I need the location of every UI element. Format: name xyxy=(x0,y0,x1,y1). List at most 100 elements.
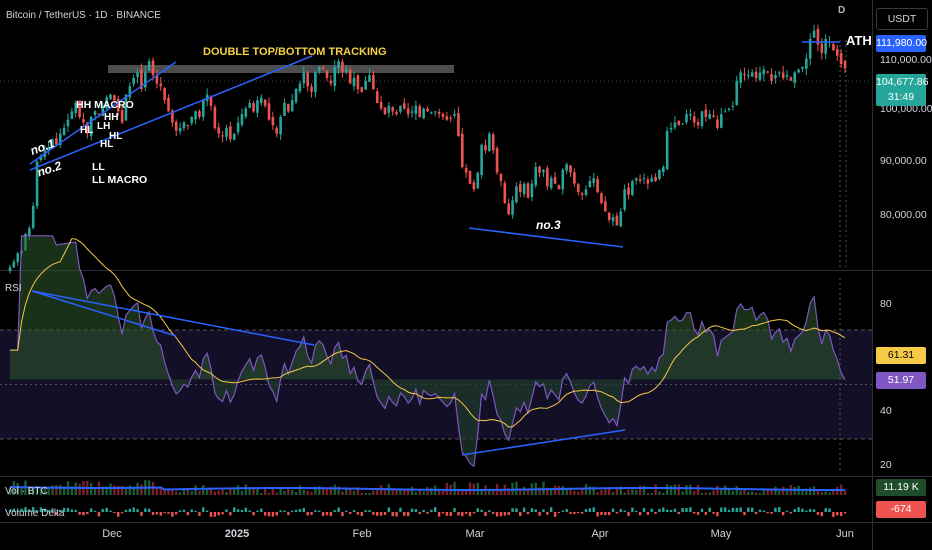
candle-body xyxy=(681,123,684,125)
delta-bar xyxy=(283,510,286,512)
delta-bar xyxy=(561,510,565,512)
candle-body xyxy=(256,100,259,113)
candle-body xyxy=(631,180,634,196)
candle-body xyxy=(31,205,35,229)
candle-body xyxy=(267,103,271,120)
candle-body xyxy=(507,203,510,215)
delta-bar xyxy=(167,512,170,514)
volume-bar xyxy=(310,492,313,495)
candle-body xyxy=(410,111,414,113)
volume-bar xyxy=(136,482,139,495)
x-axis-label: Mar xyxy=(465,528,485,540)
delta-bar xyxy=(70,509,74,512)
delta-bar xyxy=(797,507,800,512)
volume-bar xyxy=(202,485,205,495)
candle-body xyxy=(314,72,317,93)
candle-body xyxy=(449,117,452,119)
candle-body xyxy=(16,253,20,262)
candle-body xyxy=(337,61,340,68)
volume-bar xyxy=(43,486,46,495)
volume-delta-label[interactable]: Volume Delta xyxy=(5,508,65,519)
volume-bar xyxy=(592,486,595,495)
price-scale-label: 110,000.00 xyxy=(880,54,932,66)
delta-bar xyxy=(379,512,383,516)
volume-bar xyxy=(190,490,193,495)
delta-bar xyxy=(550,507,553,512)
volume-bar xyxy=(78,483,81,495)
volume-ma-line xyxy=(9,486,846,492)
delta-bar xyxy=(198,512,201,516)
currency-selector[interactable]: USDT xyxy=(876,8,928,30)
candle-body xyxy=(534,167,538,186)
delta-bar xyxy=(430,509,433,512)
candle-body xyxy=(136,72,139,78)
volume-bar xyxy=(739,490,742,495)
volume-bar xyxy=(55,485,58,495)
candle-body xyxy=(719,114,723,128)
delta-bar xyxy=(387,507,391,512)
volume-bar xyxy=(457,489,460,495)
delta-bar xyxy=(557,512,561,514)
delta-bar xyxy=(635,510,638,512)
candle-body xyxy=(762,69,766,75)
candle-body xyxy=(615,215,619,226)
candle-body xyxy=(739,72,742,83)
volume-bar xyxy=(410,486,414,495)
delta-bar xyxy=(43,508,46,512)
rsi-trendline-3 xyxy=(461,429,626,456)
rsi-label[interactable]: RSI xyxy=(5,283,22,294)
candle-body xyxy=(317,66,321,72)
candle-body xyxy=(704,109,708,117)
candle-body xyxy=(549,178,553,189)
double-top-annotation: DOUBLE TOP/BOTTOM TRACKING xyxy=(203,46,387,58)
candle-body xyxy=(654,176,657,181)
delta-bar xyxy=(279,510,282,512)
candle-body xyxy=(97,113,101,115)
candle-body xyxy=(252,103,255,112)
candle-body xyxy=(221,135,224,137)
volume-bar xyxy=(105,486,108,495)
delta-bar xyxy=(604,512,607,516)
volume-bar xyxy=(747,491,750,495)
delta-bar xyxy=(325,512,329,516)
tradingview-logo-icon[interactable]: D xyxy=(838,5,846,16)
last-price-value: 104,677.86 xyxy=(876,76,929,88)
volume-bar xyxy=(163,490,166,495)
delta-bar xyxy=(333,510,336,512)
volume-bar xyxy=(267,492,271,495)
volume-label[interactable]: Vol · BTC xyxy=(5,486,48,497)
candle-body xyxy=(820,43,824,53)
delta-bar xyxy=(511,508,514,512)
candle-body xyxy=(437,111,441,115)
delta-bar xyxy=(665,509,669,512)
delta-bar xyxy=(368,510,371,512)
volume-bar xyxy=(117,485,120,495)
candle-body xyxy=(259,97,263,103)
volume-bar xyxy=(704,492,708,495)
candle-body xyxy=(194,111,197,120)
volume-bar xyxy=(422,491,425,495)
volume-bar xyxy=(109,483,112,495)
delta-bar xyxy=(395,512,398,517)
volume-bar xyxy=(395,490,398,495)
delta-bar xyxy=(31,507,35,512)
volume-bar xyxy=(654,484,657,495)
volume-bar xyxy=(781,486,785,495)
volume-bar xyxy=(194,485,197,495)
candle-body xyxy=(596,178,599,193)
delta-bar xyxy=(437,512,441,517)
volume-bar xyxy=(368,492,371,495)
delta-bar xyxy=(124,509,128,512)
volume-bar xyxy=(673,484,677,495)
delta-bar xyxy=(352,510,356,512)
volume-bar xyxy=(256,488,259,495)
volume-bar xyxy=(642,485,646,495)
delta-bar xyxy=(244,507,248,512)
lh-annotation: LH xyxy=(97,121,111,132)
candle-body xyxy=(229,126,232,140)
candle-body xyxy=(673,122,677,128)
candle-body xyxy=(217,127,221,134)
candle-body xyxy=(619,211,623,227)
volume-bar xyxy=(515,481,518,495)
